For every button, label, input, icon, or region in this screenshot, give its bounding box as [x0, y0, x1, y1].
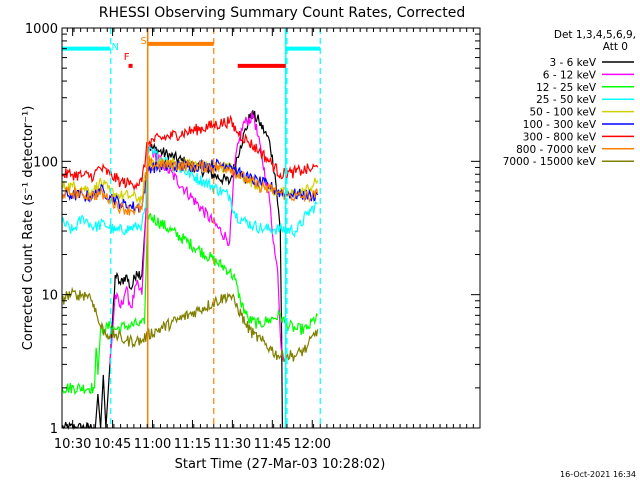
x-axis-label: Start Time (27-Mar-03 10:28:02) — [175, 457, 386, 472]
legend-label-1: 6 - 12 keV — [543, 69, 597, 81]
x-tick-label-4: 11:30 — [214, 437, 251, 452]
legend-label-7: 800 - 7000 keV — [516, 144, 597, 156]
plot-area — [61, 110, 319, 431]
series-line-7 — [61, 156, 319, 216]
bar-label-2: S — [141, 36, 147, 47]
legend-label-0: 3 - 6 keV — [549, 57, 596, 69]
state-bars — [62, 41, 321, 68]
vertical-markers — [110, 28, 321, 428]
y-axis-ticks: 1 10 100 1000 — [25, 22, 480, 437]
x-axis-ticks: 10:30 10:45 11:00 11:15 11:30 11:45 12:00 — [54, 28, 474, 452]
legend-label-6: 300 - 800 keV — [523, 131, 597, 143]
y-axis-label: Corrected Count Rate (s⁻¹ detector⁻¹) — [21, 106, 36, 351]
x-tick-label-5: 11:45 — [254, 437, 291, 452]
series-line-3 — [61, 145, 318, 238]
x-tick-label-3: 11:15 — [174, 437, 211, 452]
bar-label-0: N — [112, 42, 119, 53]
series-line-2 — [61, 212, 319, 396]
legend-label-5: 100 - 300 keV — [523, 119, 597, 131]
bar-label-1: F — [124, 52, 130, 63]
legend-header-0: Det 1,3,4,5,6,9, — [554, 29, 636, 41]
y-tick-label-1: 10 — [41, 289, 58, 304]
y-tick-label-3: 1000 — [25, 22, 58, 37]
legend-label-2: 12 - 25 keV — [536, 82, 597, 94]
x-tick-label-1: 10:45 — [94, 437, 131, 452]
legend-label-8: 7000 - 15000 keV — [503, 156, 597, 168]
x-tick-label-0: 10:30 — [54, 437, 91, 452]
series-line-6 — [61, 114, 319, 192]
chart-title: RHESSI Observing Summary Count Rates, Co… — [99, 5, 465, 21]
x-tick-label-6: 12:00 — [294, 437, 331, 452]
series-line-8 — [61, 286, 319, 363]
legend-label-3: 25 - 50 keV — [536, 94, 597, 106]
legend-header-1: Att 0 — [603, 41, 628, 53]
footer-timestamp: 16-Oct-2021 16:34 — [560, 470, 636, 479]
plot-frame — [61, 27, 481, 429]
series-line-1 — [109, 111, 284, 365]
legend-label-4: 50 - 100 keV — [529, 107, 596, 119]
state-bar-labels: NFS — [112, 36, 147, 63]
y-tick-label-0: 1 — [50, 422, 58, 437]
y-tick-label-2: 100 — [33, 155, 58, 170]
x-tick-label-2: 11:00 — [134, 437, 171, 452]
